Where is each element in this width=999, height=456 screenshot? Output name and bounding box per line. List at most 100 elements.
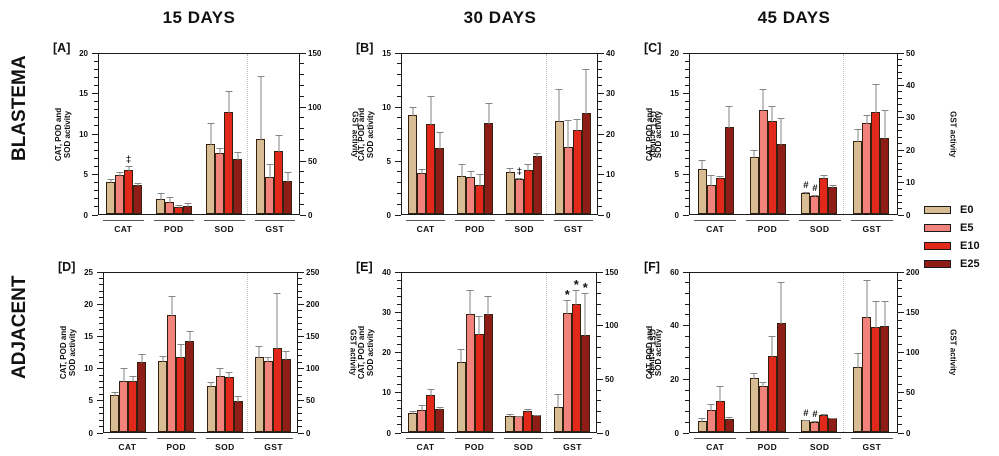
right-minor-tick <box>898 130 902 132</box>
group-underline <box>553 438 592 439</box>
right-major-tick <box>898 392 904 394</box>
right-minor-tick <box>898 208 902 210</box>
error-bar-cap <box>125 166 132 168</box>
group-label-gst: GST <box>862 442 882 452</box>
error-bar-cap <box>207 123 214 125</box>
right-minor-tick <box>300 117 304 119</box>
error-bar-line <box>567 119 569 149</box>
bar-sod-e0: # <box>801 408 811 432</box>
error-bar-line <box>814 194 816 198</box>
error-bar <box>134 183 141 186</box>
error-bar-line <box>269 164 270 179</box>
left-minor-tick <box>99 393 103 395</box>
bar-sod-e10 <box>819 414 829 432</box>
right-minor-tick <box>598 198 602 200</box>
left-major-tick <box>395 392 401 394</box>
left-tick-label: 25 <box>84 267 93 277</box>
error-bar-cap <box>427 96 435 98</box>
right-tick-label: 50 <box>906 48 915 58</box>
group-underline <box>850 438 893 439</box>
error-bar <box>863 280 871 318</box>
left-tick-label: 30 <box>382 307 391 317</box>
left-minor-tick <box>99 342 103 344</box>
left-minor-tick <box>685 60 689 62</box>
error-bar-line <box>575 290 577 306</box>
bar-pod-e5 <box>758 88 768 214</box>
error-bar <box>436 407 444 411</box>
error-bar <box>750 372 758 379</box>
error-bar <box>581 293 589 337</box>
right-minor-tick <box>298 406 302 408</box>
plot-box-e: * * * <box>401 272 597 433</box>
error-bar-cap <box>564 119 572 121</box>
gst-separator-line <box>246 273 248 432</box>
left-minor-tick <box>685 411 689 413</box>
bar-sod-e10 <box>523 409 533 432</box>
error-bar-line <box>509 413 511 417</box>
left-tick-label: 5 <box>88 396 93 406</box>
error-bar <box>698 159 706 171</box>
right-minor-tick <box>898 368 902 370</box>
bar-sod-e25 <box>828 417 838 432</box>
error-bar-cap <box>111 391 119 393</box>
error-bar-cap <box>418 168 426 170</box>
right-major-tick <box>598 93 604 94</box>
error-bar-cap <box>266 164 273 166</box>
error-bar-cap <box>207 381 215 383</box>
error-bar-line <box>884 301 886 327</box>
bar-gst-e5: * <box>562 288 572 432</box>
column-header-15-days: 15 DAYS <box>162 8 236 27</box>
left-minor-tick <box>99 310 103 312</box>
error-bar-cap <box>506 167 514 169</box>
group-label-pod: POD <box>464 442 485 452</box>
row-label-adjacent-text: ADJACENT <box>9 275 30 379</box>
error-bar-line <box>875 83 877 113</box>
right-major-tick <box>898 84 904 86</box>
significance-mark: ‡ <box>516 166 523 178</box>
left-major-tick <box>92 52 98 54</box>
left-minor-tick <box>397 400 401 402</box>
error-bar-cap <box>515 415 523 417</box>
right-minor-tick <box>898 97 902 99</box>
error-bar-cap <box>457 349 465 351</box>
right-major-tick <box>300 52 306 54</box>
bar-group-pod <box>451 54 500 214</box>
error-bar <box>418 168 426 174</box>
left-tick-label: 40 <box>670 321 679 331</box>
error-bar <box>207 123 214 145</box>
left-major-tick <box>683 271 689 273</box>
row-label-adjacent: ADJACENT <box>0 276 42 379</box>
error-bar-cap <box>707 175 715 177</box>
left-minor-tick <box>397 368 401 370</box>
right-minor-tick <box>598 182 602 184</box>
group-underline <box>798 438 841 439</box>
legend-label-e0: E0 <box>960 204 974 216</box>
left-minor-tick <box>99 387 103 389</box>
error-bar <box>466 290 474 316</box>
bar-gst-e10 <box>871 300 881 432</box>
left-major-tick <box>92 133 98 135</box>
left-minor-tick <box>685 165 689 167</box>
error-bar-cap <box>476 173 484 175</box>
right-minor-tick <box>298 355 302 357</box>
error-bar <box>750 150 758 158</box>
right-major-tick <box>298 271 304 273</box>
error-bar <box>725 416 733 420</box>
bar-pod-e10 <box>475 173 485 214</box>
legend-item-e5: E5 <box>924 219 980 237</box>
error-bar-cap <box>216 147 223 149</box>
right-major-tick <box>597 378 603 380</box>
right-minor-tick <box>598 149 602 151</box>
left-major-tick <box>92 93 98 94</box>
gst-separator-line <box>247 54 248 214</box>
error-bar-line <box>585 69 587 114</box>
left-minor-tick <box>685 84 689 86</box>
bar-sod-e0 <box>206 123 215 214</box>
right-minor-tick <box>300 149 304 151</box>
left-tick-label: 15 <box>382 48 391 58</box>
right-minor-tick <box>898 136 902 138</box>
error-bar <box>564 119 572 149</box>
right-tick-label: 20 <box>606 129 615 139</box>
right-major-tick <box>898 271 904 273</box>
error-bar <box>427 388 435 397</box>
